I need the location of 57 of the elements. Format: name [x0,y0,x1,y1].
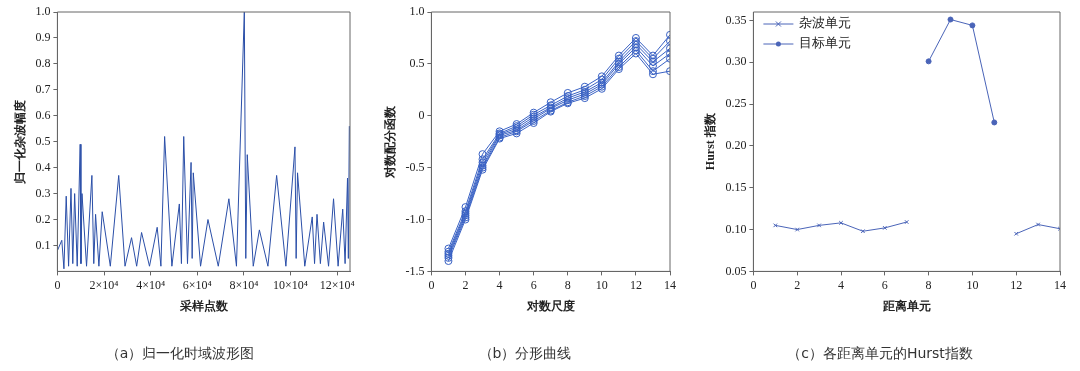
y-tick-label: 0.25 [725,96,747,111]
y-tick-label: 0.8 [35,56,51,71]
x-axis-title: 距离单元 [881,299,931,314]
y-tick-label: 0.5 [35,133,51,148]
y-axis-title: 对数配分函数 [383,104,398,179]
x-tick-label: 12 [629,277,642,292]
y-tick-label: 0.9 [35,30,51,45]
y-axis-title: Hurst 指数 [703,112,718,171]
x-tick-label: 14 [1054,277,1066,292]
y-tick-label: 0.35 [725,12,747,27]
x-tick-label: 4 [496,277,503,292]
x-tick-label: 6 [530,277,537,292]
x-tick-label: 4×10⁴ [136,277,166,292]
x-tick-label: 2 [462,277,469,292]
y-tick-label: -1.0 [405,211,425,226]
x-tick-label: 0 [54,277,61,292]
y-tick-label: 1.0 [35,4,51,19]
y-tick-label: 0.05 [725,263,747,278]
y-tick-label: -1.5 [405,263,425,278]
x-tick-label: 6×10⁴ [182,277,212,292]
y-tick-label: 0 [418,107,425,122]
y-tick-label: -0.5 [405,159,425,174]
text: （b）分形曲线 [478,345,572,362]
y-tick-label: 0.6 [35,107,51,122]
y-tick-label: 0.5 [409,56,425,71]
y-tick-label: 0.30 [725,54,747,69]
y-axis-title: 归一化杂波幅度 [13,99,28,185]
x-tick-label: 12 [1010,277,1023,292]
y-tick-label: 1.0 [409,4,425,19]
x-tick-label: 0 [428,277,435,292]
x-tick-label: 12×10⁴ [319,277,355,292]
y-tick-label: 0.2 [35,211,51,226]
legend-label: 杂波单元 [799,15,852,31]
x-tick-label: 10 [595,277,608,292]
x-tick-label: 2×10⁴ [89,277,119,292]
x-tick-label: 10×10⁴ [273,277,309,292]
x-tick-label: 6 [881,277,888,292]
y-tick-label: 0.10 [725,221,747,236]
y-tick-label: 0.15 [725,179,747,194]
x-axis-title: 对数尺度 [525,299,575,314]
text: （c）各距离单元的Hurst指数 [787,345,973,362]
x-tick-label: 0 [750,277,757,292]
x-tick-label: 8 [925,277,932,292]
text: （a）归一化时域波形图 [105,345,255,362]
legend-label: 目标单元 [799,35,852,51]
y-tick-label: 0.1 [35,237,51,252]
x-tick-label: 14 [664,277,676,292]
y-tick-label: 0.3 [35,185,51,200]
x-tick-label: 2 [794,277,801,292]
x-tick-label: 4 [838,277,844,292]
y-tick-label: 0.7 [35,81,51,96]
x-tick-label: 8 [564,277,571,292]
y-tick-label: 0.4 [35,159,51,174]
y-tick-label: 0.20 [725,138,747,153]
x-axis-title: 采样点数 [178,299,229,314]
x-tick-label: 8×10⁴ [229,277,259,292]
x-tick-label: 10 [966,277,979,292]
